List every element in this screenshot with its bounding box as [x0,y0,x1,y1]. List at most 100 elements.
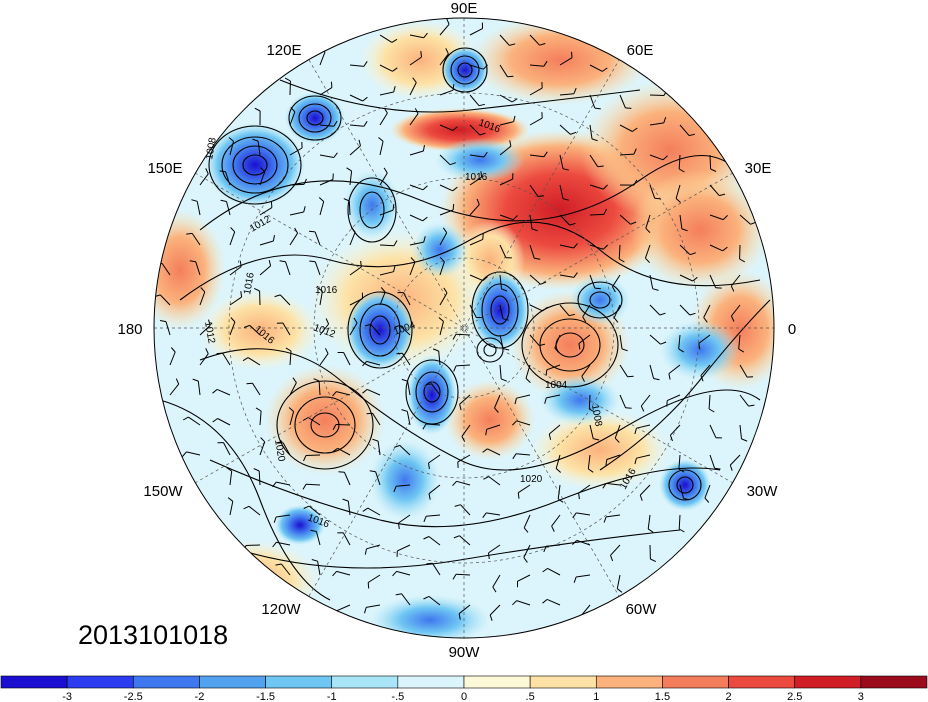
colorbar-label: -.5 [391,691,404,702]
wind-barb [589,154,599,167]
wind-barb [578,484,591,494]
wind-barb-flag [523,557,528,563]
wind-barb [428,484,441,495]
wind-barb [285,261,291,276]
wind-barb [499,145,512,156]
wind-barb [649,364,655,379]
wind-barb [276,514,291,518]
wind-barb-flag [398,522,400,529]
wind-barb-flag [578,493,580,500]
lon-label-30e: 30E [745,160,772,177]
wind-barb-flag [313,378,320,382]
wind-barb [589,94,596,109]
map-boundary [153,17,775,639]
wind-barb [529,244,535,259]
wind-barb [709,274,717,289]
wind-barb [499,304,504,319]
wind-barb [165,321,171,336]
wind-barb-flag [401,378,408,382]
wind-barb-flag [512,420,517,426]
wind-barb-flag [678,528,685,533]
wind-barb [492,574,501,588]
wind-barb [439,292,448,306]
wind-barb-flag [362,361,367,367]
wind-barb-flag [698,343,701,350]
wind-barb [379,291,386,306]
wind-barb-flag [625,107,632,109]
wind-barb-flag [422,216,428,222]
wind-barb [709,214,724,221]
wind-barb-flag [366,412,373,415]
lon-label-30w: 30W [747,483,779,500]
wind-barb-flag [452,573,457,580]
wind-barb [499,244,507,258]
wind-barb-flag [318,197,325,202]
wind-barb-flag [228,137,234,142]
wind-barb [396,570,411,576]
wind-barb [488,544,501,554]
wind-barb [379,34,393,43]
wind-barb-flag [689,252,696,256]
wind-barb-flag [363,121,368,127]
wind-barb [589,184,604,190]
wind-barb [319,323,329,336]
wind-barb-flag [692,276,698,282]
wind-barb [645,214,651,229]
wind-barb [619,214,631,225]
wind-barb [319,87,333,96]
wind-barb [409,34,424,39]
wind-barb [199,291,206,306]
wind-barb [349,322,358,336]
wind-barb [282,442,291,456]
wind-barb-flag [332,391,337,397]
colorbar-label: -2.5 [124,691,143,702]
lon-label-180: 180 [117,321,142,338]
wind-barb-flag [380,287,386,293]
wind-barb-flag [189,260,196,263]
wind-barb [426,514,441,517]
wind-barb [199,173,209,186]
wind-barb [289,111,296,126]
wind-barb [258,470,261,486]
wind-barb [456,480,471,486]
wind-barb [499,34,510,46]
wind-barb [606,454,621,460]
wind-barb [397,544,411,552]
wind-barb-flag [458,613,461,620]
wind-barb [188,416,201,426]
wind-barb-flag [539,43,546,46]
wind-barb [554,334,561,349]
wind-barb-flag [602,483,607,489]
wind-barb [589,124,593,139]
wind-barb [618,244,621,260]
wind-barb-flag [302,483,307,490]
wind-barb [349,124,364,127]
wind-barb [399,445,411,456]
wind-barb-flag [452,186,458,192]
wind-barb-flag [722,215,728,220]
wind-barb [529,87,543,96]
wind-barb-flag [613,317,619,323]
wind-barb-flag [492,586,497,593]
wind-barb [589,274,596,289]
wind-barb [529,304,543,312]
wind-barb [259,240,274,246]
lon-label-0: 0 [788,321,796,338]
wind-barb-flag [422,423,427,430]
wind-barb-flag [523,527,529,533]
wind-barb [399,325,411,336]
wind-barb-flag [324,348,329,354]
wind-barb [377,441,381,456]
colorbar-label: -1 [327,691,337,702]
wind-barb [169,351,176,366]
wind-barb-flag [525,378,531,383]
wind-barb [229,231,236,246]
wind-barb [589,424,594,439]
wind-barb [679,124,690,136]
wind-barb [379,141,384,156]
wind-barb-flag [317,287,323,292]
wind-barb-flag [543,546,547,553]
wind-barb [336,570,351,576]
wind-barb-flag [708,408,715,413]
wind-barb-flag [548,433,552,440]
